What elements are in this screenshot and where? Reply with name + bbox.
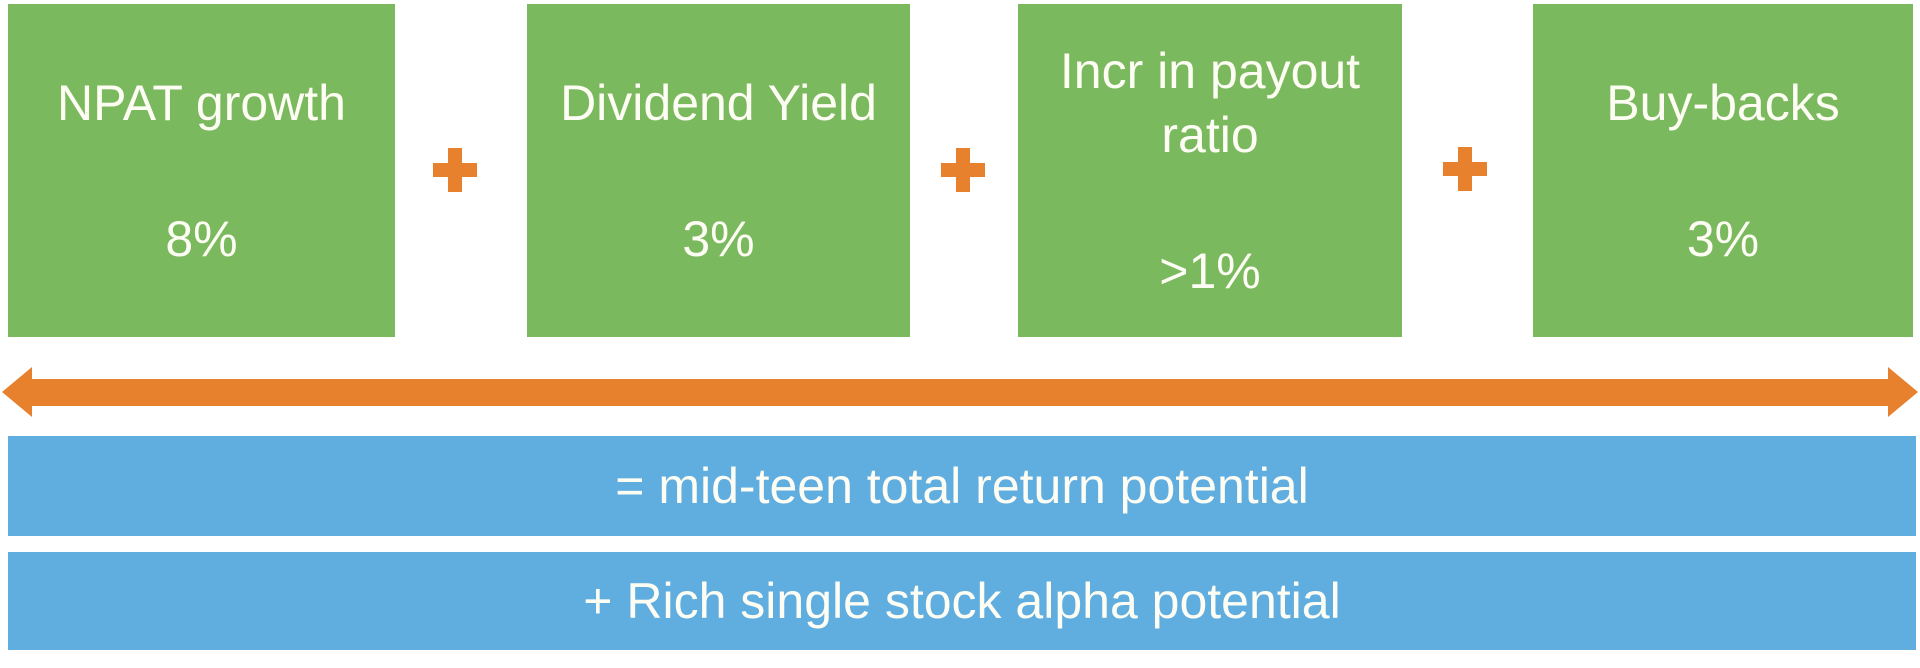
plus-icon	[1443, 147, 1487, 191]
double-headed-arrow-icon	[2, 367, 1918, 417]
component-title: Dividend Yield	[560, 74, 877, 131]
component-value: 3%	[682, 210, 755, 267]
component-value: >1%	[1159, 242, 1261, 299]
component-title: Buy-backs	[1606, 74, 1840, 131]
total-return-summary-bar: = mid-teen total return potential	[8, 436, 1916, 536]
component-box-npat-growth: NPAT growth 8%	[8, 4, 395, 337]
plus-icon	[941, 148, 985, 192]
component-box-dividend-yield: Dividend Yield 3%	[527, 4, 910, 337]
component-value: 3%	[1686, 210, 1760, 267]
component-title: NPAT growth	[57, 74, 346, 131]
component-box-buy-backs: Buy-backs 3%	[1533, 4, 1913, 337]
alpha-potential-summary-bar: + Rich single stock alpha potential	[8, 552, 1916, 650]
total-return-summary-label: = mid-teen total return potential	[615, 458, 1309, 514]
plus-icon	[433, 148, 477, 192]
component-value: 8%	[165, 210, 238, 267]
alpha-potential-summary-label: + Rich single stock alpha potential	[583, 573, 1341, 629]
component-title: Incr in payout ratio	[1059, 42, 1361, 163]
component-box-payout-ratio: Incr in payout ratio >1%	[1018, 4, 1402, 337]
